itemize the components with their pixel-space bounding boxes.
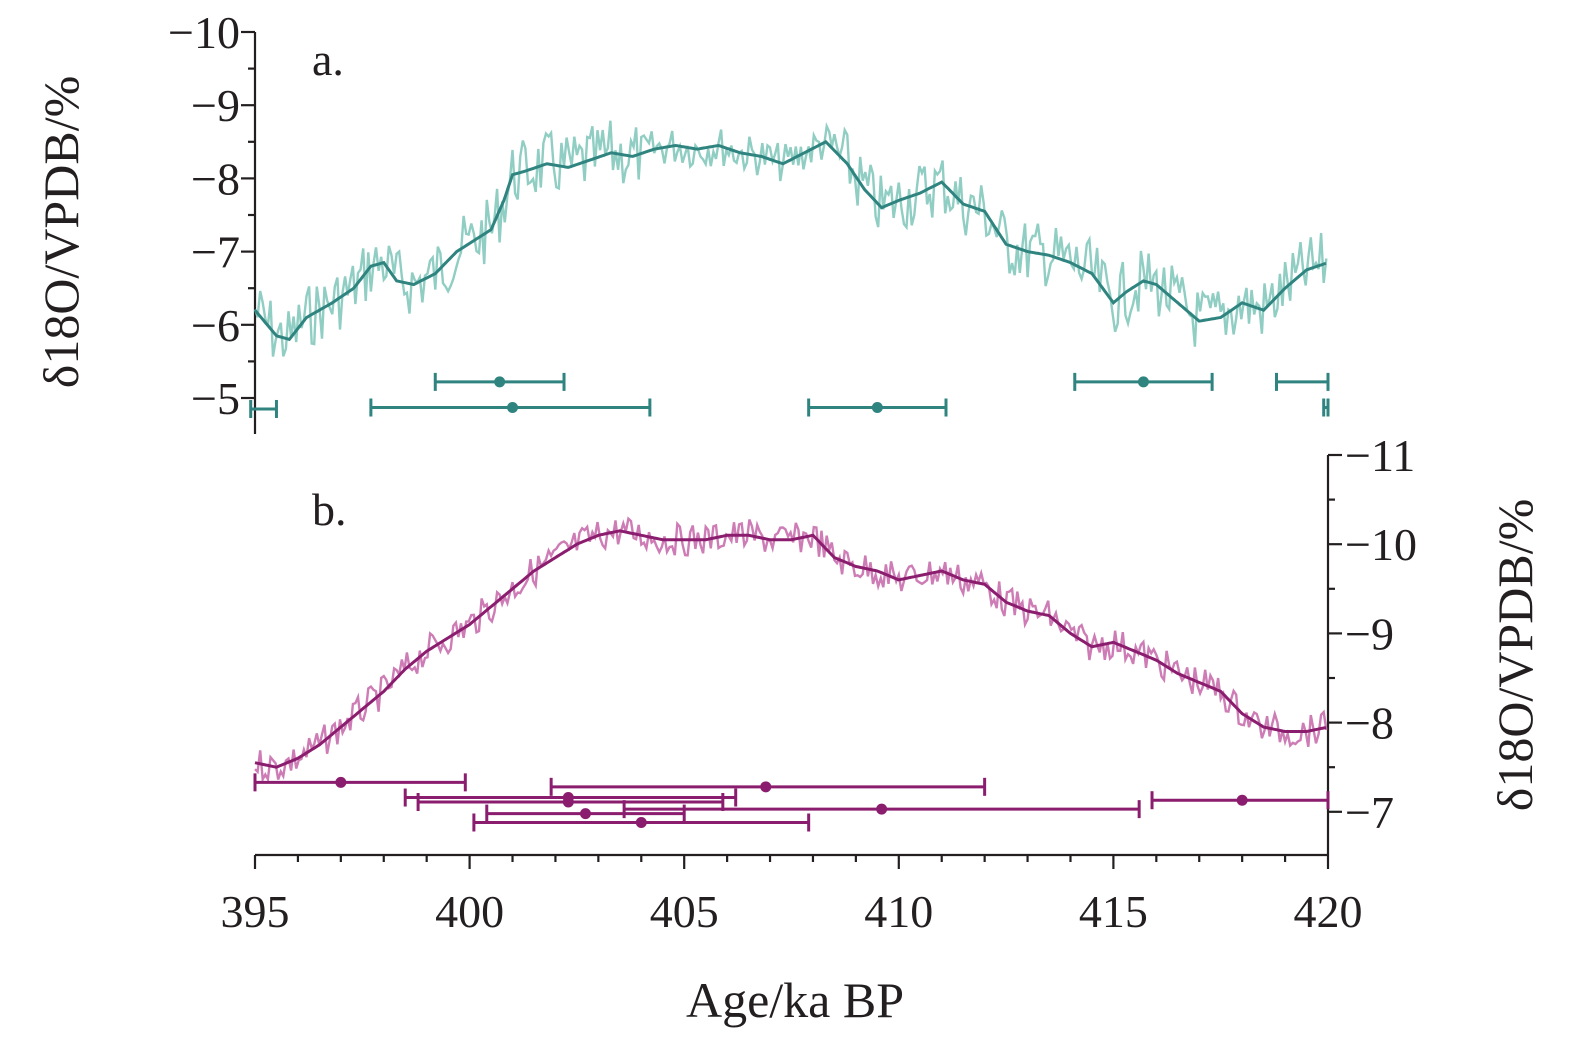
age-point	[1236, 794, 1248, 806]
age-point	[1137, 376, 1149, 388]
age-point	[335, 776, 347, 788]
x-tick-label: 400	[435, 886, 504, 937]
smoothed-series-line	[253, 139, 1327, 342]
age-point	[562, 796, 574, 808]
age-point	[507, 402, 519, 414]
y-tick-label: −8	[191, 153, 240, 204]
x-axis-title: Age/ka BP	[686, 972, 904, 1028]
raw-series-line	[253, 120, 1328, 357]
x-tick-label: 420	[1294, 886, 1363, 937]
x-tick-label: 415	[1079, 886, 1148, 937]
x-tick-label: 395	[221, 886, 290, 937]
y-tick-label: −8	[1345, 698, 1394, 749]
age-point	[871, 402, 883, 414]
panel-a-plot: −10 −9 −8 −7 −6 −5	[168, 7, 1330, 434]
panel-a-label: a.	[312, 34, 344, 85]
panel-b-label: b.	[312, 484, 347, 535]
age-point	[579, 808, 591, 820]
y-tick-label: −10	[168, 7, 240, 58]
y-tick-label: −11	[1345, 430, 1415, 481]
age-point	[635, 817, 647, 829]
smoothed-series-line	[254, 529, 1327, 769]
x-tick-label: 405	[650, 886, 719, 937]
panel-a-y-axis-title: δ18O/VPDB/%	[33, 76, 89, 388]
panel-b-plot: −11 −10 −9 −8 −7	[253, 430, 1417, 855]
x-axis: 395 400 405 410 415 420	[221, 853, 1363, 937]
y-tick-label: −7	[1345, 787, 1394, 838]
y-tick-label: −9	[1345, 608, 1394, 659]
y-tick-label: −7	[191, 227, 240, 278]
y-tick-label: −10	[1345, 519, 1417, 570]
age-point	[494, 376, 506, 388]
age-point	[876, 803, 888, 815]
x-tick-label: 410	[864, 886, 933, 937]
y-tick-label: −6	[191, 300, 240, 351]
age-point	[760, 781, 772, 793]
panel-b-y-axis-title: δ18O/VPDB/%	[1487, 499, 1543, 811]
y-tick-label: −9	[191, 80, 240, 131]
raw-series-line	[254, 516, 1328, 784]
y-tick-label: −5	[191, 373, 240, 424]
